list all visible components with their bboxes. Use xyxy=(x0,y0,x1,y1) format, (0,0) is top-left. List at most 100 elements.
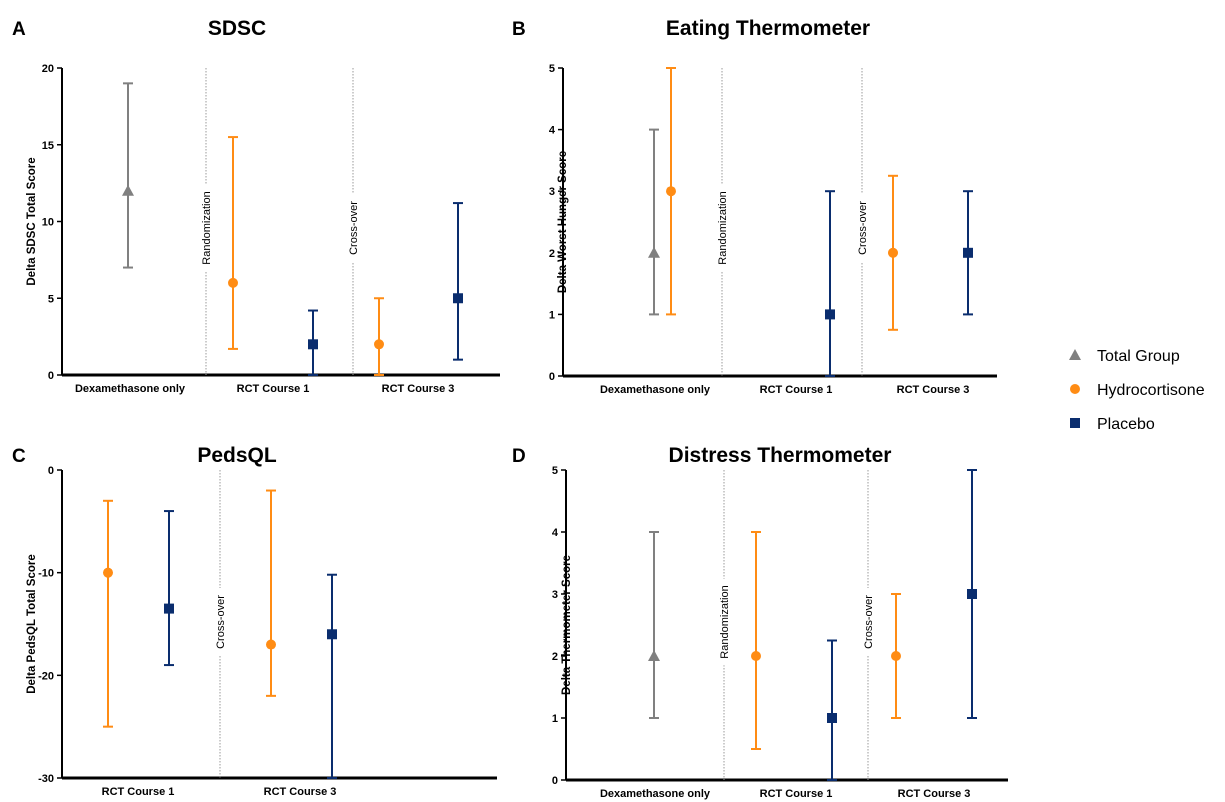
separator-label: Randomization xyxy=(201,191,213,264)
data-point-placebo xyxy=(308,309,318,376)
y-tick-label: 10 xyxy=(42,217,54,229)
square-marker xyxy=(327,629,337,640)
data-point-placebo xyxy=(164,510,174,667)
y-tick-label: -20 xyxy=(38,670,54,682)
square-marker xyxy=(453,293,463,304)
separator-label-bg xyxy=(198,184,214,272)
x-category-label: RCT Course 1 xyxy=(760,788,833,800)
data-point-placebo xyxy=(963,190,973,316)
x-category-label: RCT Course 3 xyxy=(264,786,337,798)
triangle-marker xyxy=(122,184,134,196)
square-marker xyxy=(967,589,977,599)
panel-letter: A xyxy=(12,19,26,40)
data-point-total-group xyxy=(648,531,660,719)
circle-marker xyxy=(891,651,901,661)
y-tick-label: 2 xyxy=(549,248,555,260)
data-point-placebo xyxy=(825,190,835,377)
x-category-label: RCT Course 3 xyxy=(382,383,455,395)
y-tick-label: 3 xyxy=(552,589,558,601)
x-category-label: RCT Course 3 xyxy=(898,788,971,800)
data-point-hydrocortisone xyxy=(374,297,384,376)
y-tick-label: 1 xyxy=(552,713,558,725)
circle-marker xyxy=(228,277,238,288)
legend-label: Hydrocortisone xyxy=(1097,382,1205,399)
y-tick-label: 0 xyxy=(549,371,555,383)
y-axis-label: Delta SDSC Total Score xyxy=(26,157,38,285)
panel-title: Distress Thermometer xyxy=(669,444,892,467)
y-tick-label: 0 xyxy=(48,465,54,477)
separator-label: Randomization xyxy=(717,191,729,264)
x-category-label: Dexamethasone only xyxy=(600,788,711,800)
panel-letter: C xyxy=(12,446,26,467)
separator-label: Cross-over xyxy=(348,201,360,255)
square-marker xyxy=(827,713,837,723)
square-marker xyxy=(308,339,318,350)
square-marker xyxy=(825,309,835,320)
y-tick-label: 2 xyxy=(552,651,558,663)
separator-label: Cross-over xyxy=(857,201,869,255)
panel-title: SDSC xyxy=(208,17,266,40)
x-category-label: RCT Course 1 xyxy=(237,383,310,395)
data-point-hydrocortisone xyxy=(751,531,761,750)
panel-c: C PedsQL Delta PedsQL Total Score -30 -20 -10… xyxy=(12,444,497,798)
y-tick-label: 5 xyxy=(48,293,54,305)
separator-label: Randomization xyxy=(719,585,731,658)
y-tick-label: 4 xyxy=(549,125,556,137)
legend: Total Group Hydrocortisone Placebo xyxy=(1069,348,1205,433)
data-point-total-group xyxy=(122,82,134,269)
data-point-hydrocortisone xyxy=(666,67,676,316)
panel-a: A SDSC Delta SDSC Total Score 0 5 10 15 20 Dexam… xyxy=(12,17,500,395)
data-point-hydrocortisone xyxy=(103,499,113,728)
triangle-marker xyxy=(648,246,660,258)
x-category-label: RCT Course 1 xyxy=(760,384,833,396)
data-point-hydrocortisone xyxy=(228,136,238,350)
x-category-label: Dexamethasone only xyxy=(75,383,186,395)
legend-triangle-icon xyxy=(1069,349,1081,360)
y-tick-label: 15 xyxy=(42,140,54,152)
separator-label: Cross-over xyxy=(863,595,875,649)
legend-label: Placebo xyxy=(1097,416,1155,433)
data-point-total-group xyxy=(648,128,660,316)
y-tick-label: 20 xyxy=(42,63,54,75)
y-tick-label: 1 xyxy=(549,309,555,321)
legend-square-icon xyxy=(1070,418,1080,428)
circle-marker xyxy=(666,186,676,197)
separator-label-bg xyxy=(854,194,870,262)
data-point-placebo xyxy=(967,469,977,719)
circle-marker xyxy=(374,339,384,350)
data-point-hydrocortisone xyxy=(266,489,276,697)
x-category-label: RCT Course 1 xyxy=(102,786,175,798)
separator-label-bg xyxy=(345,194,361,262)
separator-label-bg xyxy=(716,578,732,666)
y-tick-label: 5 xyxy=(552,465,558,477)
y-tick-label: 4 xyxy=(552,527,559,539)
panel-title: PedsQL xyxy=(197,444,277,467)
y-tick-label: 5 xyxy=(549,63,555,75)
panel-letter: D xyxy=(512,446,526,467)
separator-label-bg xyxy=(714,184,730,272)
circle-marker xyxy=(266,639,276,650)
y-tick-label: 0 xyxy=(552,775,558,787)
data-point-placebo xyxy=(453,202,463,361)
panel-title: Eating Thermometer xyxy=(666,17,870,40)
data-point-placebo xyxy=(327,573,337,779)
panel-letter: B xyxy=(512,19,526,40)
data-point-hydrocortisone xyxy=(891,593,901,719)
circle-marker xyxy=(888,247,898,258)
y-tick-label: 3 xyxy=(549,186,555,198)
triangle-marker xyxy=(648,650,660,661)
square-marker xyxy=(963,247,973,258)
x-category-label: Dexamethasone only xyxy=(600,384,711,396)
square-marker xyxy=(164,603,174,614)
circle-marker xyxy=(103,567,113,578)
x-category-label: RCT Course 3 xyxy=(897,384,970,396)
legend-label: Total Group xyxy=(1097,348,1180,365)
y-axis-label: Delta PedsQL Total Score xyxy=(26,554,38,694)
y-tick-label: -10 xyxy=(38,568,54,580)
data-point-placebo xyxy=(827,639,837,781)
data-point-hydrocortisone xyxy=(888,174,898,331)
separator-label: Cross-over xyxy=(215,595,227,649)
